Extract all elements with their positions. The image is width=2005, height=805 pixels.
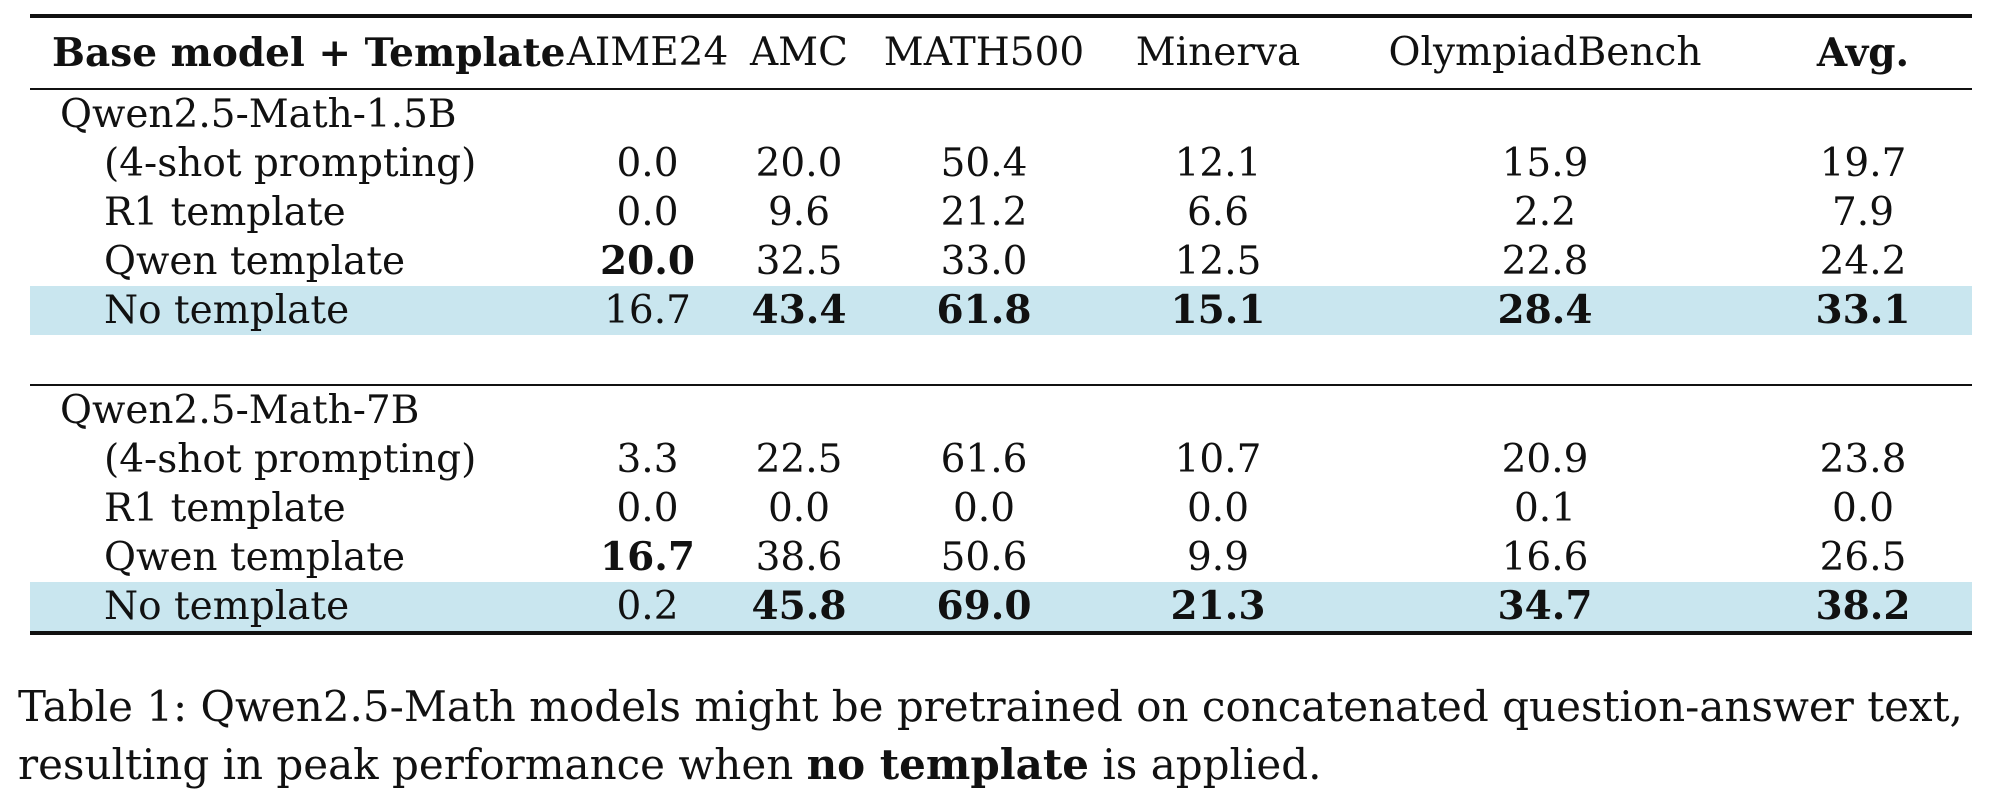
cell-minerva: 10.7 <box>1174 437 1262 482</box>
cell-math500: 50.4 <box>940 141 1028 186</box>
template-label: No template <box>30 582 565 633</box>
results-table-container: Base model + Template AIME24 AMC MATH500… <box>30 14 1972 635</box>
cell-math500: 21.2 <box>940 190 1028 235</box>
cell-olympiadbench: 2.2 <box>1513 190 1577 235</box>
table-row-highlighted: No template 0.2 45.8 69.0 21.3 34.7 38.2 <box>30 582 1972 633</box>
header-base-model: Base model + Template <box>52 30 566 76</box>
group-row: Qwen2.5-Math-1.5B <box>30 89 1972 139</box>
cell-amc: 20.0 <box>755 141 843 186</box>
table-row: (4-shot prompting) 0.0 20.0 50.4 12.1 15… <box>30 139 1972 188</box>
spacer-row <box>30 335 1972 385</box>
cell-amc: 32.5 <box>755 239 843 284</box>
caption-text: Table 1: Qwen2.5-Math models might be pr… <box>18 682 1963 789</box>
cell-amc: 22.5 <box>755 437 843 482</box>
cell-minerva: 12.5 <box>1174 239 1262 284</box>
cell-avg: 24.2 <box>1819 239 1907 284</box>
results-table: Base model + Template AIME24 AMC MATH500… <box>30 14 1972 635</box>
template-label: (4-shot prompting) <box>104 141 477 186</box>
cell-aime24: 0.0 <box>616 190 679 235</box>
cell-olympiadbench: 34.7 <box>1336 582 1754 633</box>
cell-olympiadbench: 15.9 <box>1501 141 1589 186</box>
cell-aime24: 20.0 <box>600 238 695 284</box>
table-row-highlighted: No template 16.7 43.4 61.8 15.1 28.4 33.… <box>30 286 1972 335</box>
cell-amc: 43.4 <box>730 286 868 335</box>
group-model-name: Qwen2.5-Math-1.5B <box>60 92 457 137</box>
cell-avg: 26.5 <box>1819 535 1907 580</box>
cell-minerva: 6.6 <box>1186 190 1250 235</box>
cell-minerva: 0.0 <box>1186 486 1250 531</box>
cell-minerva: 15.1 <box>1100 286 1336 335</box>
table-row: (4-shot prompting) 3.3 22.5 61.6 10.7 20… <box>30 435 1972 484</box>
header-math500: MATH500 <box>883 30 1085 75</box>
cell-avg: 38.2 <box>1754 582 1972 633</box>
cell-olympiadbench: 22.8 <box>1501 239 1589 284</box>
cell-olympiadbench: 16.6 <box>1501 535 1589 580</box>
template-label: (4-shot prompting) <box>104 437 477 482</box>
cell-amc: 38.6 <box>755 535 843 580</box>
header-aime24: AIME24 <box>566 30 729 75</box>
caption-text-end: is applied. <box>1089 740 1322 789</box>
cell-math500: 69.0 <box>868 582 1100 633</box>
table-row: Qwen template 16.7 38.6 50.6 9.9 16.6 26… <box>30 533 1972 582</box>
cell-math500: 33.0 <box>940 239 1028 284</box>
cell-olympiadbench: 0.1 <box>1513 486 1577 531</box>
cell-olympiadbench: 28.4 <box>1336 286 1754 335</box>
cell-avg: 0.0 <box>1831 486 1895 531</box>
table-row: R1 template 0.0 9.6 21.2 6.6 2.2 7.9 <box>30 188 1972 237</box>
table-row: Qwen template 20.0 32.5 33.0 12.5 22.8 2… <box>30 237 1972 286</box>
cell-aime24: 3.3 <box>616 437 679 482</box>
cell-minerva: 9.9 <box>1186 535 1250 580</box>
caption-bold-text: no template <box>806 740 1090 789</box>
cell-math500: 0.0 <box>952 486 1016 531</box>
header-amc: AMC <box>750 30 848 75</box>
table-caption: Table 1: Qwen2.5-Math models might be pr… <box>18 678 1993 794</box>
cell-minerva: 12.1 <box>1174 141 1262 186</box>
table-row: R1 template 0.0 0.0 0.0 0.0 0.1 0.0 <box>30 484 1972 533</box>
cell-math500: 61.6 <box>940 437 1028 482</box>
cell-amc: 45.8 <box>730 582 868 633</box>
template-label: R1 template <box>104 486 346 531</box>
template-label: Qwen template <box>104 239 406 284</box>
cell-aime24: 16.7 <box>600 534 695 580</box>
group-model-name: Qwen2.5-Math-7B <box>60 388 420 433</box>
header-minerva: Minerva <box>1135 30 1301 75</box>
template-label: No template <box>30 286 565 335</box>
template-label: Qwen template <box>104 535 406 580</box>
cell-aime24: 16.7 <box>565 286 730 335</box>
header-avg: Avg. <box>1816 30 1910 76</box>
cell-amc: 9.6 <box>767 190 831 235</box>
cell-amc: 0.0 <box>767 486 831 531</box>
cell-math500: 61.8 <box>868 286 1100 335</box>
cell-aime24: 0.0 <box>616 141 679 186</box>
header-row: Base model + Template AIME24 AMC MATH500… <box>30 16 1972 89</box>
cell-aime24: 0.0 <box>616 486 679 531</box>
cell-aime24: 0.2 <box>565 582 730 633</box>
cell-avg: 7.9 <box>1831 190 1895 235</box>
cell-avg: 23.8 <box>1819 437 1907 482</box>
header-olympiadbench: OlympiadBench <box>1388 30 1702 75</box>
template-label: R1 template <box>104 190 346 235</box>
group-row: Qwen2.5-Math-7B <box>30 385 1972 435</box>
cell-avg: 19.7 <box>1819 141 1907 186</box>
cell-olympiadbench: 20.9 <box>1501 437 1589 482</box>
cell-avg: 33.1 <box>1754 286 1972 335</box>
cell-minerva: 21.3 <box>1100 582 1336 633</box>
cell-math500: 50.6 <box>940 535 1028 580</box>
